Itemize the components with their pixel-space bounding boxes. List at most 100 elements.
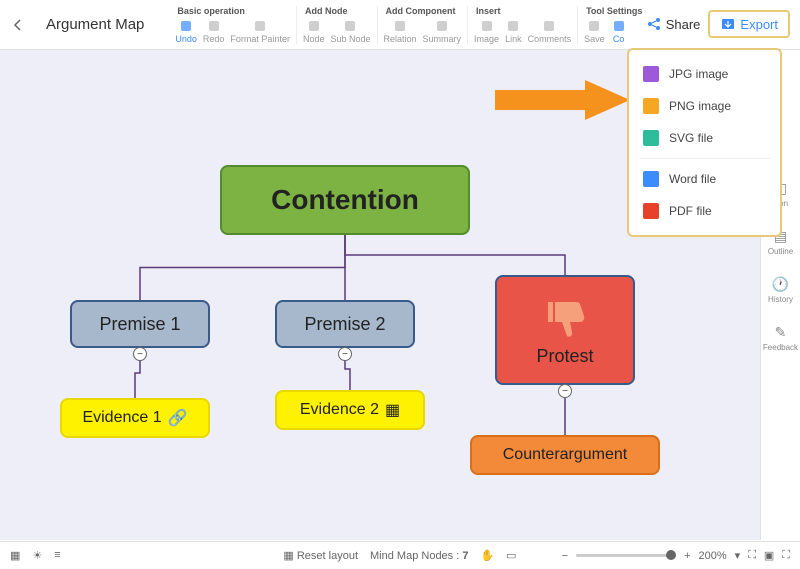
file-icon	[643, 203, 659, 219]
zoom-value: 200%	[699, 550, 727, 562]
save-icon	[586, 18, 602, 34]
share-button[interactable]: Share	[646, 16, 701, 32]
link-button[interactable]: Link	[505, 18, 522, 44]
sub-node-button[interactable]: Sub Node	[330, 18, 370, 44]
export-pdf-file[interactable]: PDF file	[629, 195, 780, 227]
summary-icon	[434, 18, 450, 34]
file-icon	[643, 66, 659, 82]
format-painter-icon	[252, 18, 268, 34]
feedback-icon: ✎	[775, 324, 787, 341]
node-icon	[306, 18, 322, 34]
node-counter[interactable]: Counterargument	[470, 435, 660, 475]
redo-button[interactable]: Redo	[203, 18, 225, 44]
comments-button[interactable]: Comments	[528, 18, 572, 44]
undo-icon	[178, 18, 194, 34]
export-label: Export	[740, 17, 778, 32]
image-icon	[479, 18, 495, 34]
page-title: Argument Map	[46, 16, 144, 33]
node-evidence1[interactable]: Evidence 1 🔗	[60, 398, 210, 438]
node-label: Node	[303, 34, 325, 44]
hand-tool-icon[interactable]: ✋	[480, 549, 494, 562]
undo-label: Undo	[175, 34, 197, 44]
group-label: Basic operation	[175, 6, 290, 16]
node-contention[interactable]: Contention	[220, 165, 470, 235]
node-label: Premise 1	[99, 314, 180, 335]
sub-node-icon	[342, 18, 358, 34]
fullscreen-icon[interactable]: ⛶	[782, 549, 790, 562]
node-label: Protest	[536, 346, 593, 367]
brightness-icon[interactable]: ☀	[32, 549, 42, 562]
bottom-bar: ▦ ☀ ≡ ▦ Reset layout Mind Map Nodes : 7 …	[0, 541, 800, 569]
node-label: Evidence 1	[82, 409, 161, 427]
toolbar: Argument Map Basic operation Undo Redo Form…	[0, 0, 800, 50]
annotation-arrow	[495, 80, 630, 120]
group-label: Add Component	[384, 6, 462, 16]
history-icon: 🕐	[772, 276, 789, 293]
comments-label: Comments	[528, 34, 572, 44]
sub-node-label: Sub Node	[330, 34, 370, 44]
cloud-icon	[611, 18, 627, 34]
link-icon: 🔗	[168, 408, 188, 428]
group-label: Tool Settings	[584, 6, 642, 16]
format-painter-button[interactable]: Format Painter	[230, 18, 290, 44]
node-label: Contention	[271, 184, 419, 216]
node-premise2[interactable]: Premise 2	[275, 300, 415, 348]
collapse-button[interactable]: −	[558, 384, 572, 398]
view-icon[interactable]: ▦	[10, 549, 20, 562]
pointer-tool-icon[interactable]: ▭	[506, 549, 516, 562]
node-count: Mind Map Nodes : 7	[370, 550, 468, 562]
redo-icon	[206, 18, 222, 34]
layers-icon[interactable]: ≡	[54, 549, 60, 562]
zoom-out-button[interactable]: −	[562, 550, 568, 562]
export-word-file[interactable]: Word file	[629, 163, 780, 195]
save-label: Save	[584, 34, 605, 44]
image-button[interactable]: Image	[474, 18, 499, 44]
node-label: Premise 2	[304, 314, 385, 335]
cloud-label: Co	[613, 34, 625, 44]
link-label: Link	[505, 34, 522, 44]
back-button[interactable]	[8, 15, 28, 35]
export-jpg-image[interactable]: JPG image	[629, 58, 780, 90]
node-label: Counterargument	[503, 446, 628, 464]
undo-button[interactable]: Undo	[175, 18, 197, 44]
share-label: Share	[666, 17, 701, 32]
collapse-button[interactable]: −	[133, 347, 147, 361]
relation-icon	[392, 18, 408, 34]
file-icon	[643, 98, 659, 114]
format-painter-label: Format Painter	[230, 34, 290, 44]
save-button[interactable]: Save	[584, 18, 605, 44]
collapse-button[interactable]: −	[338, 347, 352, 361]
node-button[interactable]: Node	[303, 18, 325, 44]
reset-layout-button[interactable]: ▦ Reset layout	[283, 549, 358, 562]
zoom-slider[interactable]	[576, 554, 676, 557]
export-button[interactable]: Export	[708, 10, 790, 38]
comments-icon	[541, 18, 557, 34]
note-icon: ▦	[385, 400, 400, 420]
node-evidence2[interactable]: Evidence 2 ▦	[275, 390, 425, 430]
file-icon	[643, 130, 659, 146]
center-icon[interactable]: ▣	[764, 549, 774, 562]
summary-button[interactable]: Summary	[423, 18, 462, 44]
relation-button[interactable]: Relation	[384, 18, 417, 44]
link-icon	[505, 18, 521, 34]
node-label: Evidence 2	[300, 401, 379, 419]
export-png-image[interactable]: PNG image	[629, 90, 780, 122]
panel-history[interactable]: 🕐History	[768, 276, 793, 304]
export-svg-file[interactable]: SVG file	[629, 122, 780, 154]
panel-feedback[interactable]: ✎Feedback	[763, 324, 798, 352]
file-icon	[643, 171, 659, 187]
export-menu: JPG imagePNG imageSVG file Word filePDF f…	[627, 48, 782, 237]
node-premise1[interactable]: Premise 1	[70, 300, 210, 348]
summary-label: Summary	[423, 34, 462, 44]
group-label: Add Node	[303, 6, 371, 16]
fit-screen-icon[interactable]: ⛶	[748, 549, 756, 562]
relation-label: Relation	[384, 34, 417, 44]
group-label: Insert	[474, 6, 571, 16]
zoom-dropdown-icon[interactable]: ▾	[735, 549, 741, 562]
cloud-button[interactable]: Co	[611, 18, 627, 44]
thumbs-down-icon	[540, 294, 590, 344]
redo-label: Redo	[203, 34, 225, 44]
image-label: Image	[474, 34, 499, 44]
zoom-in-button[interactable]: +	[684, 550, 690, 562]
node-protest[interactable]: Protest	[495, 275, 635, 385]
